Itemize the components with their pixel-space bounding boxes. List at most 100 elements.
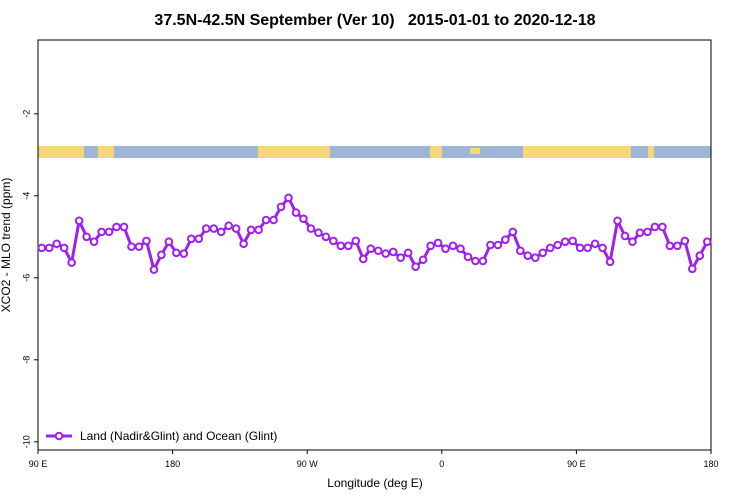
data-point [411, 262, 420, 272]
y-tick-label: -8 [21, 356, 31, 364]
x-tick-label: 180 [165, 459, 180, 469]
data-point [598, 243, 607, 253]
data-point [560, 237, 570, 247]
data-point [545, 243, 555, 253]
data-point [493, 240, 503, 250]
data-point [194, 234, 204, 244]
data-point [127, 242, 136, 251]
data-point [157, 250, 166, 260]
data-point [216, 227, 226, 237]
data-point [306, 224, 316, 233]
data-point [396, 253, 405, 263]
data-point [448, 241, 458, 251]
data-point [508, 227, 518, 237]
data-point [172, 248, 181, 258]
data-point [224, 221, 233, 231]
data-point [201, 224, 211, 233]
data-point [605, 257, 615, 267]
data-point [426, 241, 435, 251]
data-point [501, 235, 510, 244]
data-point [329, 236, 338, 246]
data-point [164, 237, 174, 247]
data-point [441, 244, 450, 253]
data-point [104, 227, 114, 237]
data-point [67, 258, 76, 267]
data-point [239, 239, 248, 249]
chart-title: 37.5N-42.5N September (Ver 10) 2015-01-0… [154, 12, 595, 29]
data-point [119, 222, 129, 232]
data-point [373, 246, 383, 256]
data-point [695, 251, 705, 260]
data-point [261, 215, 271, 225]
data-point [643, 227, 652, 237]
data-point [269, 215, 278, 225]
data-point [149, 265, 159, 274]
data-point [209, 224, 219, 233]
data-point [583, 243, 592, 253]
data-point [89, 237, 99, 247]
data-point [254, 225, 263, 235]
x-tick-label: 90 E [567, 459, 586, 469]
data-point [336, 241, 346, 251]
data-point [516, 246, 525, 256]
data-point [658, 222, 667, 232]
data-point [344, 241, 353, 251]
data-point [673, 241, 682, 251]
data-point [523, 251, 533, 260]
data-point [59, 243, 69, 253]
data-point [381, 249, 391, 258]
data-point [351, 236, 361, 246]
legend-marker [54, 431, 64, 441]
data-point [276, 202, 286, 212]
data-point [186, 234, 196, 244]
y-tick-label: -10 [21, 435, 31, 448]
x-tick-label: 0 [439, 459, 444, 469]
plot-frame [37, 39, 712, 451]
data-point [74, 216, 84, 226]
data-point [568, 236, 577, 246]
data-point [82, 232, 91, 242]
data-point [321, 232, 331, 242]
data-point [433, 238, 443, 248]
data-point [37, 243, 47, 253]
data-point [418, 255, 428, 265]
data-point [688, 264, 697, 274]
data-point [702, 237, 712, 247]
map-strip [38, 146, 711, 158]
data-point [620, 231, 630, 241]
data-point [590, 239, 600, 249]
x-tick-label: 180 [703, 459, 718, 469]
data-point [52, 239, 61, 249]
data-point [142, 236, 151, 246]
data-point [388, 247, 398, 257]
data-point [680, 236, 690, 246]
y-tick-label: -4 [21, 192, 31, 200]
data-point [134, 242, 144, 251]
x-tick-label: 90 E [29, 459, 48, 469]
data-point [628, 237, 637, 247]
data-point [179, 249, 189, 258]
data-point [486, 240, 495, 250]
data-point [478, 256, 488, 266]
data-point [665, 241, 675, 251]
data-point [538, 248, 548, 258]
data-point [613, 216, 622, 226]
data-point [650, 222, 660, 232]
data-point [44, 243, 54, 253]
legend-label: Land (Nadir&Glint) and Ocean (Glint) [80, 429, 277, 443]
data-point [358, 254, 368, 264]
data-point [97, 227, 106, 237]
data-point [291, 208, 301, 217]
data-point [530, 253, 540, 263]
data-point [366, 244, 376, 253]
data-point [471, 256, 480, 266]
y-tick-label: -6 [21, 274, 31, 282]
x-axis-label: Longitude (deg E) [327, 476, 422, 490]
data-point [246, 225, 256, 235]
data-point [553, 240, 563, 250]
x-tick-label: 90 W [297, 459, 319, 469]
y-tick-label: -2 [21, 110, 31, 118]
data-point [575, 243, 585, 253]
data-point [635, 228, 645, 237]
